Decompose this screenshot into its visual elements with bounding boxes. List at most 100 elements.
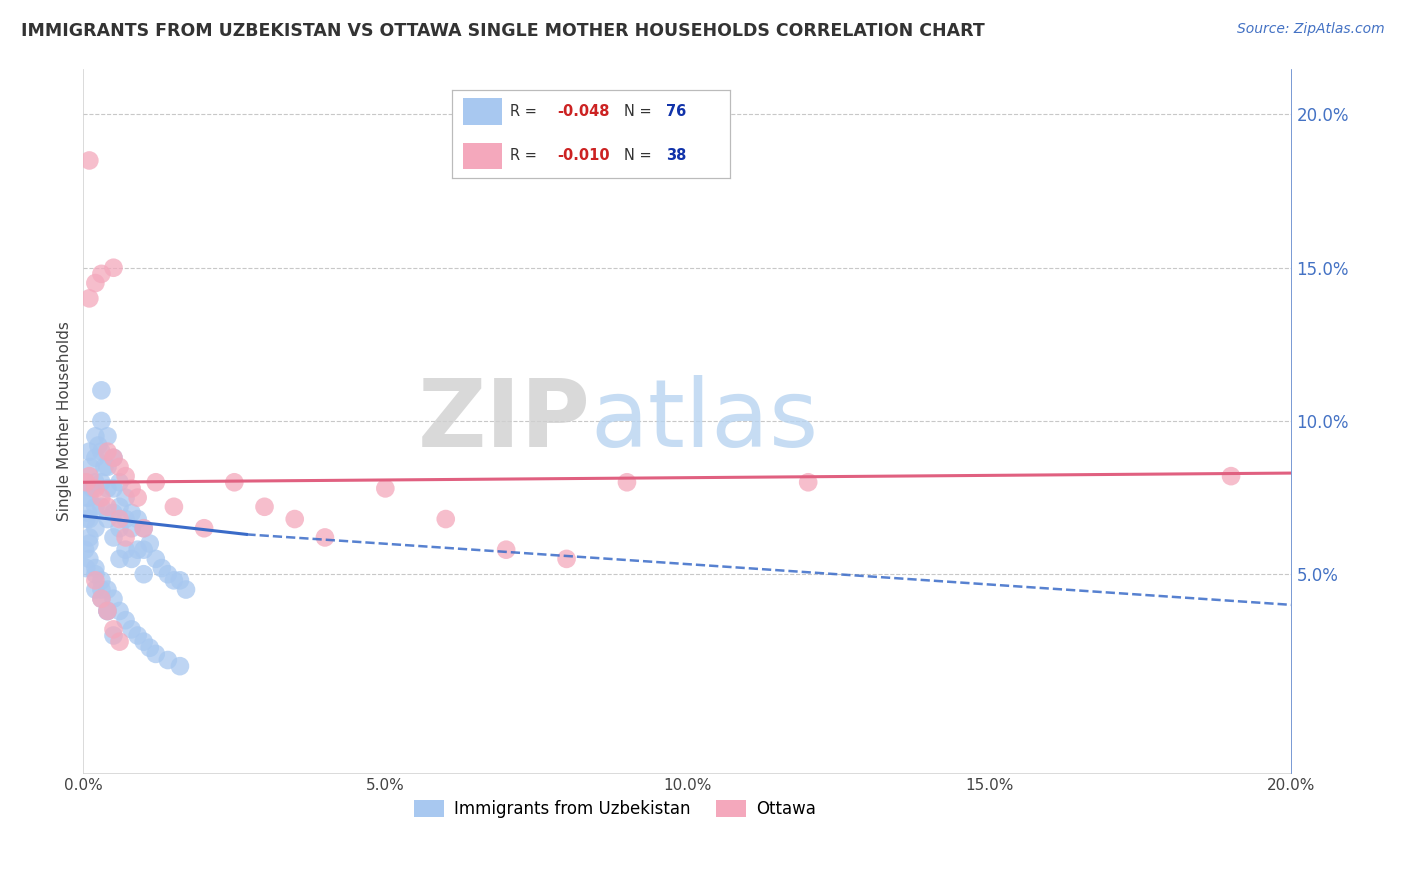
- Point: [103, 450, 125, 465]
- Point: [75, 475, 97, 490]
- Point: [127, 512, 149, 526]
- Point: [79, 444, 101, 458]
- Point: [96, 444, 118, 458]
- Point: [121, 521, 143, 535]
- Point: [96, 512, 118, 526]
- Point: [108, 634, 131, 648]
- Point: [79, 153, 101, 168]
- Point: [79, 552, 101, 566]
- Point: [253, 500, 276, 514]
- Point: [87, 438, 110, 452]
- Point: [103, 628, 125, 642]
- Point: [132, 521, 155, 535]
- Point: [84, 276, 107, 290]
- Point: [90, 414, 112, 428]
- Point: [77, 506, 100, 520]
- Point: [150, 561, 173, 575]
- Point: [96, 604, 118, 618]
- Point: [495, 542, 517, 557]
- Point: [84, 521, 107, 535]
- Point: [96, 429, 118, 443]
- Point: [163, 500, 186, 514]
- Point: [797, 475, 820, 490]
- Point: [114, 613, 136, 627]
- Point: [1220, 469, 1243, 483]
- Point: [108, 459, 131, 474]
- Point: [84, 475, 107, 490]
- Point: [174, 582, 197, 597]
- Point: [114, 531, 136, 545]
- Point: [84, 567, 107, 582]
- Point: [103, 260, 125, 275]
- Point: [108, 521, 131, 535]
- Point: [108, 475, 131, 490]
- Point: [90, 267, 112, 281]
- Point: [145, 647, 167, 661]
- Point: [75, 512, 97, 526]
- Point: [103, 591, 125, 606]
- Point: [79, 512, 101, 526]
- Point: [84, 574, 107, 588]
- Point: [156, 653, 179, 667]
- Text: Source: ZipAtlas.com: Source: ZipAtlas.com: [1237, 22, 1385, 37]
- Point: [84, 482, 107, 496]
- Point: [121, 506, 143, 520]
- Point: [132, 542, 155, 557]
- Point: [374, 482, 396, 496]
- Point: [127, 542, 149, 557]
- Point: [616, 475, 638, 490]
- Point: [127, 491, 149, 505]
- Point: [90, 444, 112, 458]
- Text: ZIP: ZIP: [418, 375, 591, 467]
- Point: [314, 531, 336, 545]
- Point: [79, 531, 101, 545]
- Point: [75, 542, 97, 557]
- Point: [132, 521, 155, 535]
- Point: [75, 491, 97, 505]
- Point: [108, 500, 131, 514]
- Point: [84, 500, 107, 514]
- Point: [84, 450, 107, 465]
- Point: [103, 531, 125, 545]
- Point: [90, 491, 112, 505]
- Point: [132, 567, 155, 582]
- Point: [121, 552, 143, 566]
- Point: [127, 628, 149, 642]
- Point: [114, 542, 136, 557]
- Point: [93, 459, 115, 474]
- Point: [96, 604, 118, 618]
- Text: IMMIGRANTS FROM UZBEKISTAN VS OTTAWA SINGLE MOTHER HOUSEHOLDS CORRELATION CHART: IMMIGRANTS FROM UZBEKISTAN VS OTTAWA SIN…: [21, 22, 984, 40]
- Point: [79, 469, 101, 483]
- Point: [114, 512, 136, 526]
- Point: [103, 506, 125, 520]
- Point: [145, 475, 167, 490]
- Point: [84, 582, 107, 597]
- Point: [79, 536, 101, 550]
- Point: [139, 640, 162, 655]
- Point: [163, 574, 186, 588]
- Point: [79, 491, 101, 505]
- Point: [90, 475, 112, 490]
- Point: [108, 552, 131, 566]
- Point: [114, 491, 136, 505]
- Point: [90, 384, 112, 398]
- Point: [96, 582, 118, 597]
- Legend: Immigrants from Uzbekistan, Ottawa: Immigrants from Uzbekistan, Ottawa: [408, 794, 823, 825]
- Point: [169, 659, 191, 673]
- Point: [90, 591, 112, 606]
- Y-axis label: Single Mother Households: Single Mother Households: [58, 321, 72, 521]
- Point: [96, 604, 118, 618]
- Point: [108, 604, 131, 618]
- Point: [103, 450, 125, 465]
- Point: [284, 512, 307, 526]
- Point: [96, 500, 118, 514]
- Point: [75, 561, 97, 575]
- Point: [121, 482, 143, 496]
- Point: [96, 459, 118, 474]
- Point: [132, 634, 155, 648]
- Point: [103, 482, 125, 496]
- Point: [193, 521, 215, 535]
- Point: [224, 475, 246, 490]
- Point: [169, 574, 191, 588]
- Point: [90, 500, 112, 514]
